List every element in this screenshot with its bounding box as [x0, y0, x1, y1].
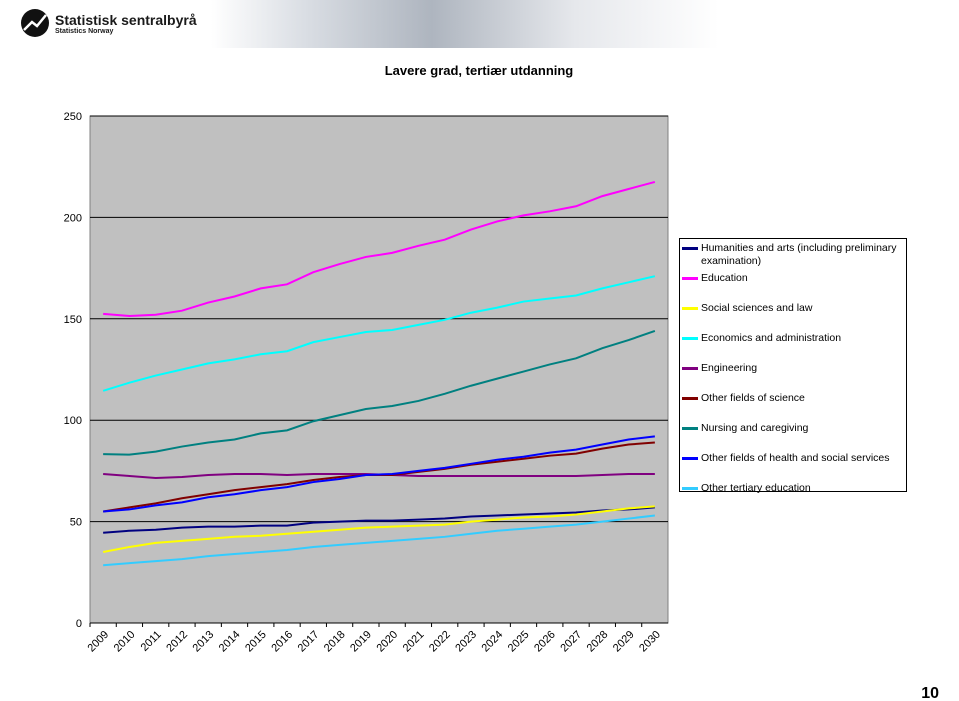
series-line [103, 514, 655, 567]
x-tick-label: 2015 [243, 629, 269, 655]
legend-item: Other fields of health and social servic… [682, 452, 904, 465]
legend-item: Nursing and caregiving [682, 422, 904, 435]
legend-label: Other fields of science [701, 392, 805, 404]
legend-label: Engineering [701, 362, 758, 374]
x-tick-label: 2027 [558, 629, 584, 655]
legend-label: Other fields of health and social servic… [701, 452, 890, 464]
legend-item: Humanities and arts (including prelimina… [682, 242, 904, 268]
x-tick-label: 2018 [322, 629, 348, 655]
x-tick-label: 2017 [296, 629, 322, 655]
legend-label: Social sciences and law [701, 302, 813, 314]
series-line [103, 435, 655, 513]
x-tick-label: 2022 [427, 629, 453, 655]
legend-label: Education [701, 272, 748, 284]
x-tick-label: 2014 [217, 629, 243, 655]
legend-swatch [682, 337, 698, 340]
y-tick-label: 0 [76, 618, 82, 630]
x-tick-label: 2019 [348, 629, 374, 655]
x-tick-label: 2023 [453, 629, 479, 655]
x-tick-label: 2021 [401, 629, 427, 655]
x-tick-label: 2028 [585, 629, 611, 655]
y-tick-label: 100 [64, 415, 82, 427]
logo-icon [21, 9, 49, 37]
x-tick-label: 2025 [506, 629, 532, 655]
x-tick-label: 2020 [374, 629, 400, 655]
legend: Humanities and arts (including prelimina… [679, 238, 907, 495]
legend-item: Other tertiary education [682, 482, 904, 495]
logo-subtitle: Statistics Norway [55, 28, 114, 35]
legend-item: Engineering [682, 362, 904, 375]
x-tick-label: 2013 [191, 629, 217, 655]
legend-swatch [682, 487, 698, 490]
y-tick-label: 250 [64, 111, 82, 123]
legend-item: Education [682, 272, 904, 285]
legend-label: Economics and administration [701, 332, 842, 344]
series-line [103, 330, 656, 456]
x-tick-label: 2029 [611, 629, 637, 655]
x-tick-label: 2026 [532, 629, 558, 655]
legend-swatch [682, 397, 698, 400]
page-number: 10 [921, 685, 939, 701]
series-line [102, 505, 655, 554]
x-tick-label: 2012 [164, 629, 190, 655]
legend-swatch [682, 457, 698, 460]
legend-swatch [682, 367, 698, 370]
legend-label: Other tertiary education [701, 482, 811, 494]
x-tick-label: 2016 [269, 629, 295, 655]
series-line [103, 506, 655, 534]
x-tick-label: 2009 [85, 629, 111, 655]
legend-item: Economics and administration [682, 332, 904, 345]
legend-swatch [682, 277, 698, 280]
logo-title: Statistisk sentralbyrå [55, 12, 197, 28]
legend-item: Social sciences and law [682, 302, 904, 315]
series-line [102, 275, 656, 392]
legend-item: Other fields of science [682, 392, 904, 405]
x-tick-label: 2030 [637, 629, 663, 655]
chart-title: Lavere grad, tertiær utdanning [385, 63, 574, 78]
y-tick-label: 150 [64, 314, 82, 326]
banner [0, 0, 959, 48]
x-tick-label: 2011 [139, 629, 164, 654]
legend-label: Humanities and arts (including prelimina… [701, 242, 897, 267]
y-tick-label: 200 [64, 212, 82, 224]
x-tick-label: 2024 [480, 629, 506, 655]
legend-swatch [682, 307, 698, 310]
x-tick-label: 2010 [112, 629, 138, 655]
plot-area [89, 115, 669, 624]
legend-swatch [682, 427, 698, 430]
legend-swatch [682, 247, 698, 250]
legend-label: Nursing and caregiving [701, 422, 809, 434]
y-tick-label: 50 [70, 517, 82, 529]
series-line [103, 180, 656, 317]
